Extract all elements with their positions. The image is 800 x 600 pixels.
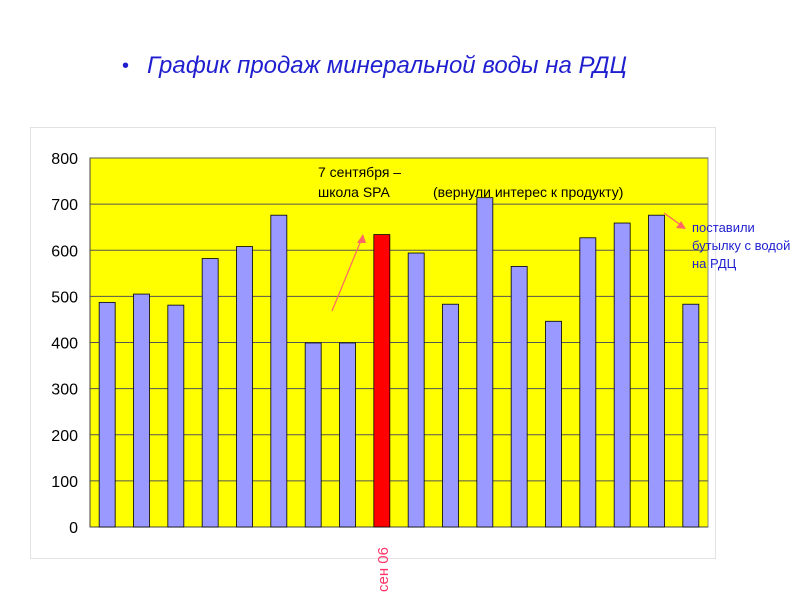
arrow-to-highlight [331, 237, 363, 312]
bar [510, 265, 528, 528]
annotation-bottle-note: поставили бутылку с водой на РДЦ [692, 220, 791, 271]
bullet-icon: • [122, 54, 130, 77]
y-tick-label: 100 [51, 474, 78, 491]
bar [270, 214, 288, 528]
bar [201, 258, 219, 528]
bar [339, 342, 356, 528]
bar [476, 197, 494, 528]
bar [98, 301, 116, 528]
arrowhead-to-highlight [357, 234, 366, 243]
bar [167, 304, 185, 528]
x-label-highlight: сен 06 [375, 547, 392, 592]
y-tick-label: 500 [51, 289, 78, 306]
slide-title: График продаж минеральной воды на РДЦ [147, 52, 627, 79]
bar [682, 303, 700, 528]
bar [648, 214, 665, 528]
arrowhead-to-note [676, 221, 686, 229]
bar [133, 293, 150, 528]
bar [407, 252, 425, 528]
annotation-interest: (вернули интерес к продукту) [433, 184, 623, 200]
slide-title-row: • График продаж минеральной воды на РДЦ [122, 52, 627, 80]
bar [579, 237, 597, 528]
annotation-spa-line1: 7 сентября – [318, 164, 401, 180]
bar-highlight [373, 234, 391, 528]
bar [545, 320, 562, 528]
y-tick-label: 600 [51, 243, 78, 260]
y-tick-label: 300 [51, 382, 78, 399]
bar [236, 246, 253, 528]
y-tick-label: 400 [51, 336, 78, 353]
y-tick-label: 700 [51, 197, 78, 214]
bar [442, 303, 459, 528]
bar [304, 342, 322, 528]
y-tick-label: 800 [51, 151, 78, 168]
bar [613, 222, 631, 528]
y-tick-label: 0 [69, 520, 78, 537]
annotation-spa-line2: школа SPA [318, 184, 390, 200]
y-tick-label: 200 [51, 428, 78, 445]
